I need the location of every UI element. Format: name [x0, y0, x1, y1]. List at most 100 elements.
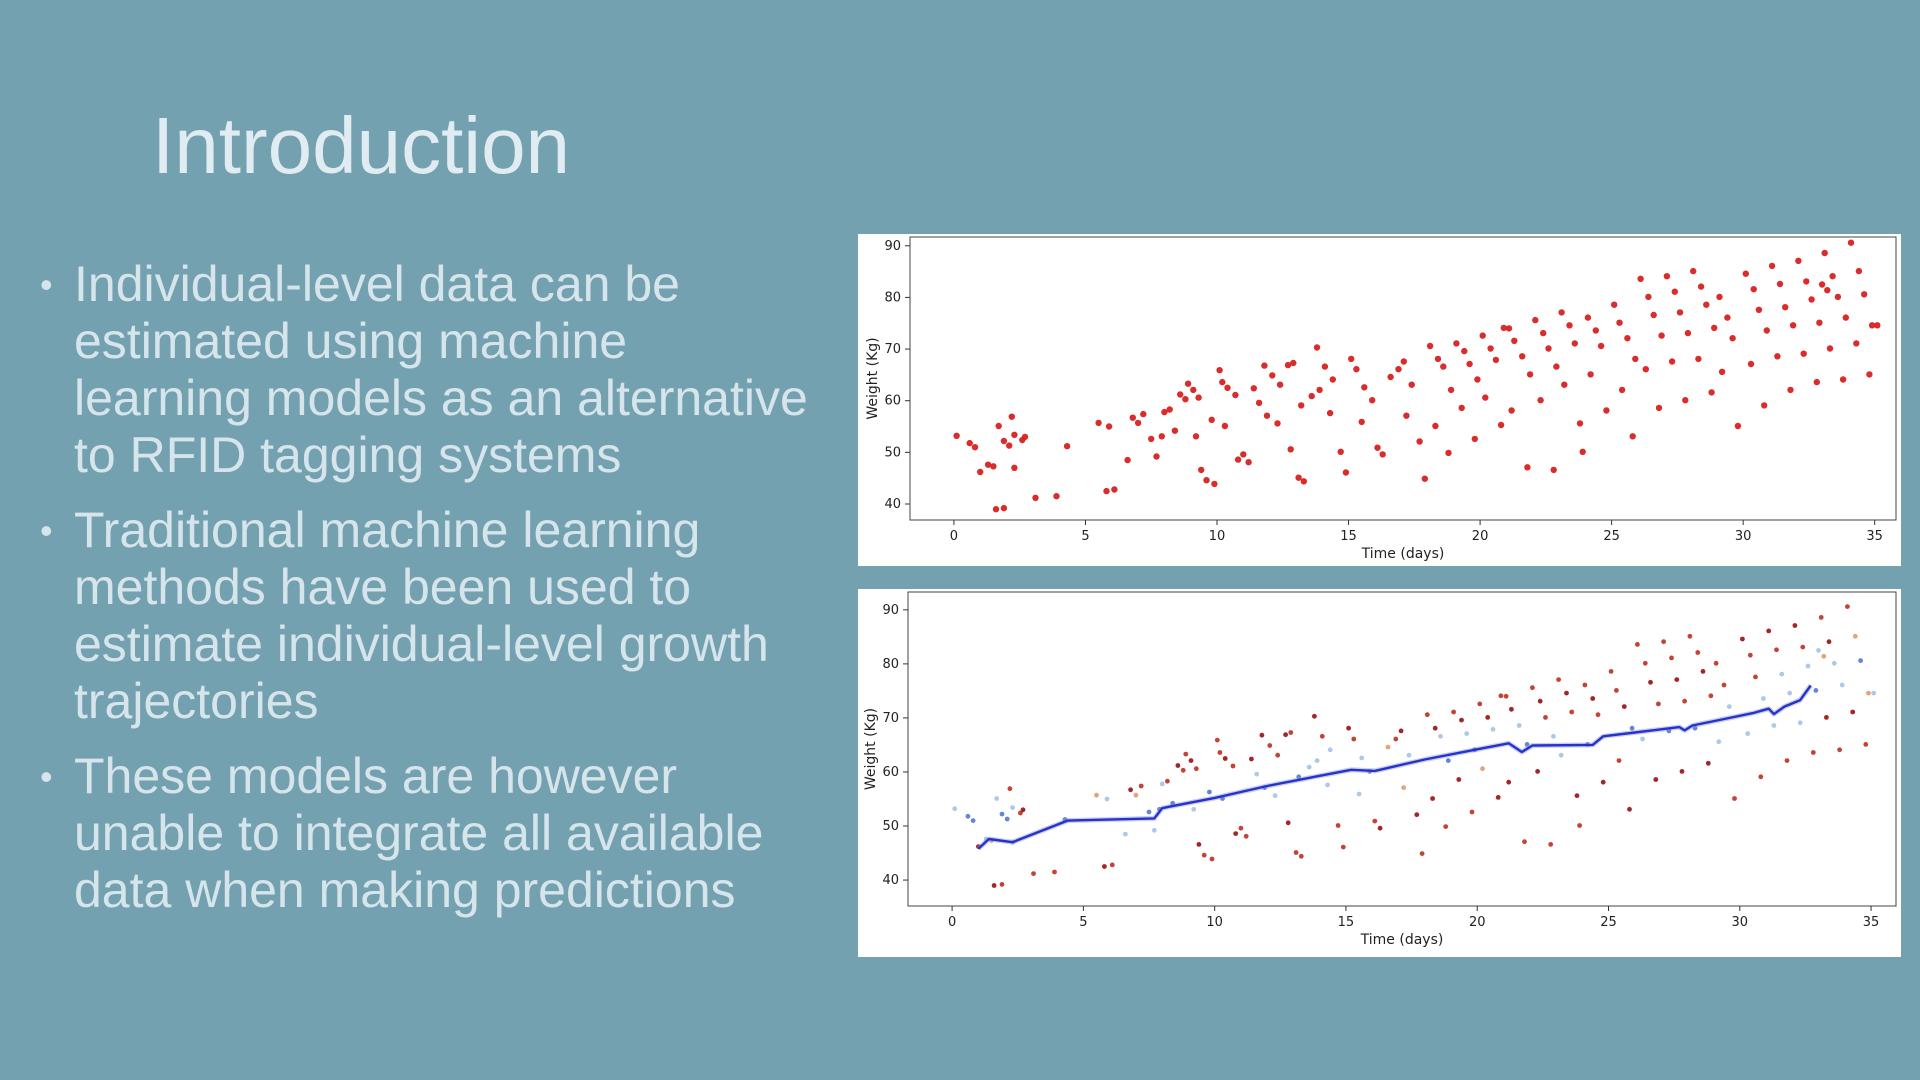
data-point — [1574, 793, 1580, 799]
data-point — [1124, 456, 1131, 464]
data-point — [1635, 642, 1640, 647]
data-point — [1346, 725, 1351, 731]
data-point — [1214, 737, 1220, 743]
data-point — [1485, 715, 1491, 720]
data-point — [1196, 842, 1202, 847]
data-point — [1682, 397, 1689, 404]
data-point — [1866, 690, 1871, 696]
data-point — [1414, 812, 1420, 818]
data-point — [1824, 715, 1829, 720]
data-point — [1697, 283, 1705, 290]
data-point — [1232, 391, 1239, 399]
data-point — [1287, 446, 1294, 453]
data-point — [990, 463, 997, 470]
data-point — [1614, 688, 1619, 693]
data-point — [1524, 464, 1531, 471]
data-point — [1729, 335, 1736, 342]
x-tick-label: 15 — [1338, 915, 1355, 930]
scatter-plot-with-prediction-line: 40 50 60 70 80 90 0 5 10 15 20 25 30 35 Time (days) Wei… — [863, 591, 1897, 948]
data-point — [1151, 827, 1157, 833]
data-point — [1369, 397, 1376, 404]
data-point — [1308, 392, 1315, 400]
data-point — [1569, 709, 1575, 715]
data-point — [1104, 796, 1110, 802]
data-point — [1705, 760, 1711, 766]
data-point — [1866, 371, 1873, 378]
data-point — [1500, 324, 1507, 332]
data-point — [1537, 698, 1543, 704]
data-point — [1211, 480, 1218, 488]
data-point — [1263, 412, 1271, 419]
data-point — [1852, 633, 1858, 639]
data-point — [1259, 732, 1265, 738]
x-tick-label: 35 — [1863, 915, 1880, 930]
data-point — [1656, 701, 1661, 707]
data-point — [1031, 871, 1036, 876]
data-point — [952, 806, 958, 812]
data-point — [1063, 443, 1071, 450]
data-point — [1010, 805, 1015, 810]
data-point — [1148, 435, 1155, 443]
y-tick-label: 50 — [882, 819, 899, 834]
data-point — [1471, 435, 1478, 443]
data-point — [1327, 747, 1333, 753]
data-point — [1868, 322, 1876, 329]
data-point — [1556, 677, 1561, 682]
data-point — [995, 422, 1002, 430]
data-point — [1655, 404, 1663, 412]
data-point — [1537, 397, 1544, 404]
data-point — [1018, 810, 1023, 816]
data-point — [1818, 281, 1826, 288]
data-point — [1445, 758, 1451, 763]
data-point — [1616, 758, 1622, 763]
data-point — [1763, 327, 1770, 334]
data-point — [1459, 717, 1464, 723]
data-point — [1874, 322, 1881, 329]
data-point — [1687, 633, 1693, 639]
x-tick-label: 15 — [1340, 529, 1357, 544]
data-point — [1440, 363, 1447, 370]
data-point — [1032, 494, 1039, 501]
y-tick-label: 70 — [882, 711, 899, 726]
data-point — [1447, 386, 1455, 394]
data-point — [1653, 777, 1659, 782]
data-point — [971, 444, 979, 451]
data-point — [1774, 647, 1779, 653]
data-point — [1129, 414, 1136, 421]
data-point — [992, 506, 1000, 513]
data-point — [1516, 723, 1522, 728]
data-point — [1224, 384, 1231, 391]
data-point — [1787, 690, 1793, 696]
data-point — [1395, 366, 1402, 373]
data-point — [1800, 644, 1806, 650]
data-point — [1193, 766, 1199, 772]
data-point — [1445, 449, 1452, 457]
axes: 40 50 60 70 80 90 0 5 10 15 20 25 30 35 — [884, 239, 1883, 544]
data-point — [1379, 451, 1386, 458]
data-point — [1283, 732, 1288, 738]
data-point — [1184, 380, 1192, 387]
data-point — [1208, 416, 1215, 423]
data-point — [1813, 378, 1820, 386]
data-point — [1535, 769, 1540, 774]
data-point — [1519, 353, 1526, 360]
data-point — [1222, 756, 1228, 761]
data-point — [1782, 304, 1789, 311]
data-point — [1716, 293, 1723, 301]
y-tick-label: 40 — [884, 497, 901, 512]
x-tick-label: 0 — [950, 529, 958, 544]
data-point — [1456, 777, 1462, 782]
data-point — [1008, 413, 1015, 420]
data-point — [965, 813, 971, 819]
data-point — [1553, 363, 1560, 370]
data-point — [1522, 839, 1527, 845]
data-point — [1490, 726, 1496, 732]
data-point — [1234, 456, 1242, 463]
bullet-item: • These models are however unable to int… — [40, 748, 870, 919]
data-point — [1740, 636, 1745, 642]
x-tick-label: 25 — [1603, 529, 1620, 544]
data-point — [1159, 781, 1165, 787]
data-point — [1716, 739, 1722, 745]
x-tick-label: 20 — [1469, 915, 1486, 930]
